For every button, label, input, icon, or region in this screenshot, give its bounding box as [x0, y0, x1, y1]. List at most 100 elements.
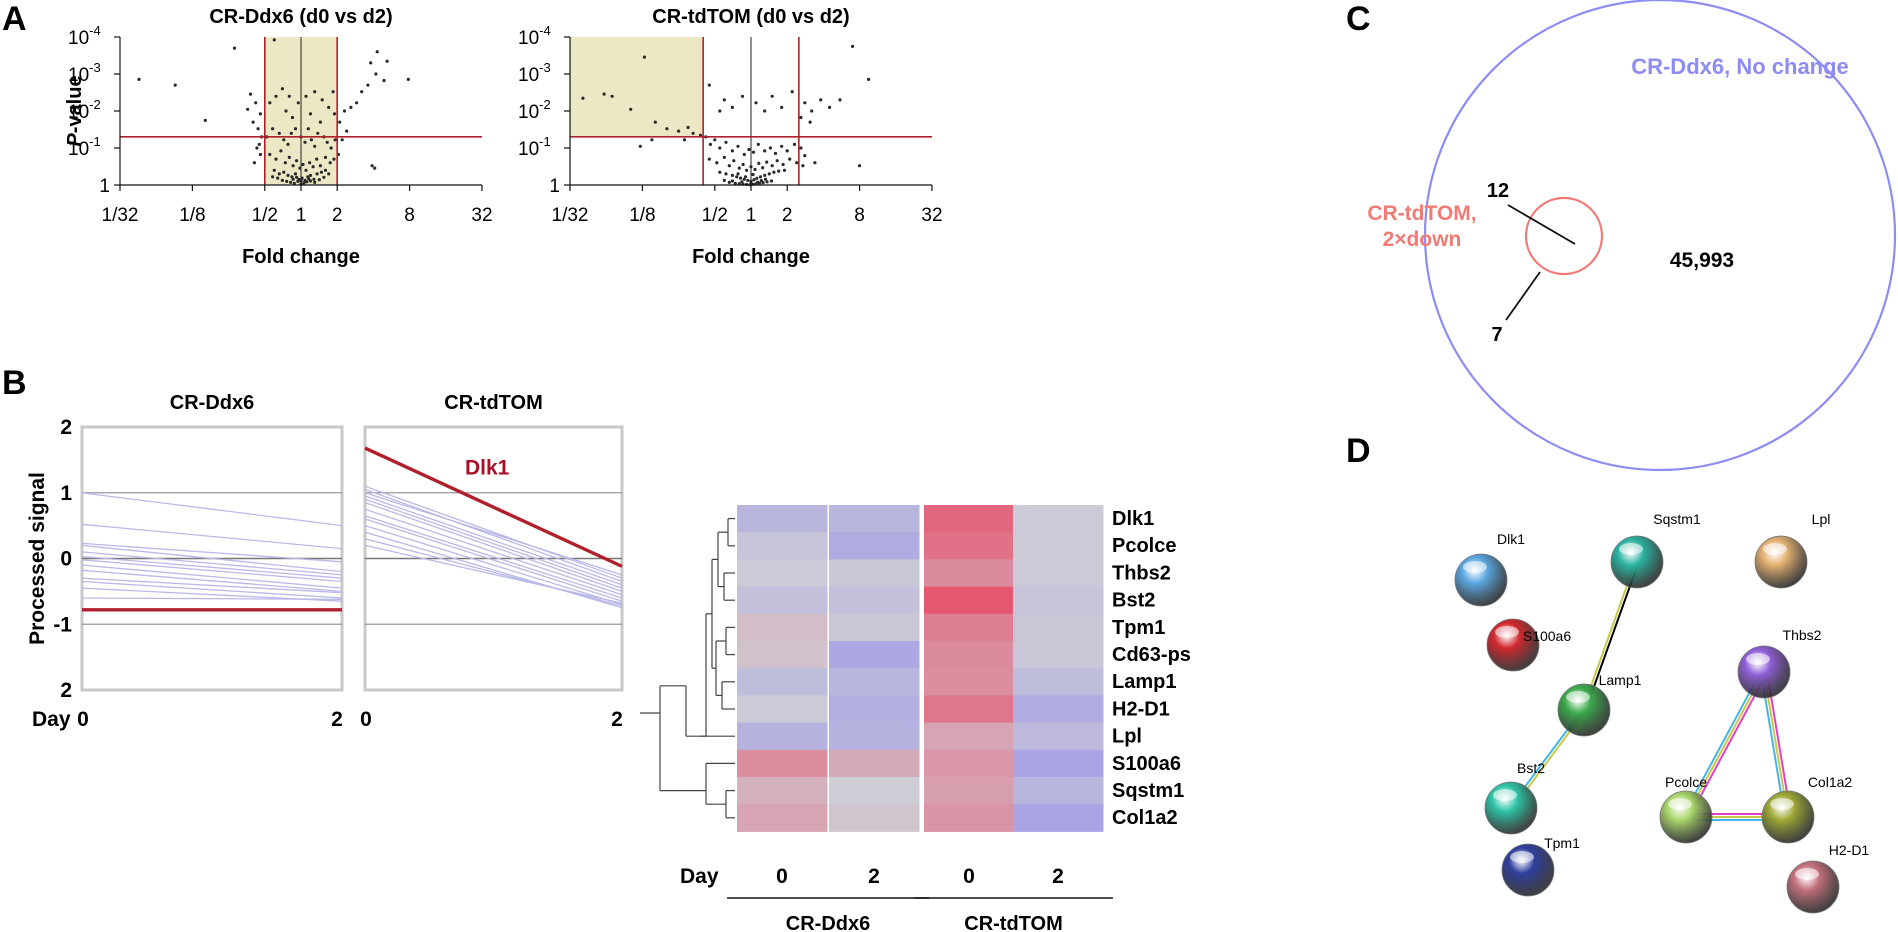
data-point [271, 175, 275, 179]
data-point [740, 180, 744, 184]
heatmap-cell [924, 505, 1015, 533]
y-tick-label: 10-2 [518, 97, 551, 123]
data-point [276, 176, 280, 180]
day-label: Day [680, 865, 719, 888]
data-point [718, 146, 722, 150]
data-point [724, 172, 728, 176]
heatmap-cell [924, 559, 1015, 588]
data-point [665, 127, 669, 131]
data-point [406, 77, 410, 81]
highlight-label: Dlk1 [465, 456, 510, 479]
series-line [81, 564, 343, 589]
x-tick-label: 1/32 [552, 205, 589, 226]
heatmap-cell [924, 749, 1015, 778]
data-point [851, 44, 855, 49]
heatmap-cell [829, 695, 920, 724]
x-tick-label: 1/2 [702, 205, 728, 226]
data-point [737, 166, 741, 170]
series-line [364, 544, 623, 604]
chart-title: CR-tdTOM (d0 vs d2) [652, 6, 849, 28]
heatmap-cell [737, 804, 828, 832]
data-point [610, 94, 614, 98]
heatmap-cell [829, 641, 920, 669]
series-line [81, 544, 343, 573]
heatmap-cell [737, 749, 828, 778]
y-tick-label: 10-4 [518, 23, 551, 49]
data-point [785, 149, 789, 153]
series-line [81, 523, 343, 550]
data-point [313, 90, 317, 94]
heatmap-cell [829, 613, 920, 642]
series-line [364, 498, 623, 589]
series-line [81, 551, 343, 576]
data-point [290, 175, 294, 179]
data-point [803, 101, 807, 105]
data-point [304, 168, 308, 172]
x-tick-label: 2 [782, 205, 793, 226]
x-tick-label: 1/32 [102, 205, 139, 226]
protein-node [1737, 645, 1791, 699]
heatmap-cell [1013, 559, 1104, 588]
data-point [325, 140, 329, 144]
node-label: S100a6 [1523, 628, 1571, 644]
gene-label: Bst2 [1112, 590, 1155, 612]
data-point [677, 129, 681, 133]
venn-circle-tdtom [1524, 196, 1604, 276]
data-point [757, 161, 761, 165]
node-label: H2-D1 [1829, 842, 1870, 858]
gene-label: Cd63-ps [1112, 644, 1191, 666]
data-point [254, 101, 258, 105]
y-tick-label: 1 [99, 176, 110, 197]
data-point [735, 175, 739, 179]
y-tick-label: 10-3 [518, 60, 551, 86]
data-point [741, 162, 745, 167]
data-point [730, 105, 735, 109]
y-tick-label: 1 [60, 482, 72, 505]
gene-label: Lamp1 [1112, 671, 1176, 693]
data-point [813, 161, 817, 165]
set-label-tdtom-line1: CR-tdTOM, [1367, 202, 1476, 225]
x-tick-label: 1 [296, 205, 307, 226]
data-point [736, 144, 740, 148]
data-point [769, 179, 774, 183]
protein-node [1754, 535, 1808, 589]
heatmap-cell [924, 777, 1015, 805]
series-line [364, 515, 623, 599]
y-axis-label: Processed signal [26, 472, 49, 645]
data-point [349, 105, 353, 109]
data-point [295, 175, 299, 179]
data-point [309, 138, 313, 142]
node-highlight [1493, 789, 1517, 801]
data-point [730, 179, 735, 183]
data-point [718, 109, 722, 113]
node-highlight [1463, 561, 1487, 573]
data-point [271, 127, 275, 131]
y-tick-label: 10-2 [68, 97, 101, 123]
data-point [308, 173, 313, 177]
heatmap-cell [1013, 613, 1104, 642]
data-point [382, 78, 386, 83]
data-point [289, 180, 293, 184]
heatmap-cell [829, 749, 920, 778]
y-tick-label: 10-1 [68, 134, 101, 160]
data-point [767, 172, 771, 176]
data-point [277, 131, 281, 135]
node-highlight [1770, 798, 1794, 810]
data-point [345, 129, 349, 133]
data-point [739, 176, 743, 180]
interaction-edge [1687, 672, 1768, 819]
data-point [374, 72, 378, 76]
protein-node [1659, 790, 1713, 844]
data-point [315, 172, 319, 176]
highlight-line-dlk1 [364, 446, 623, 568]
data-point [360, 90, 364, 94]
set-label-ddx6: CR-Ddx6, No change [1631, 54, 1849, 79]
x-tick-label: 8 [404, 205, 415, 226]
data-point [629, 107, 633, 111]
x-tick-label: 1/8 [629, 205, 655, 226]
data-point [730, 149, 735, 153]
heatmap-cell [737, 613, 828, 642]
data-point [304, 94, 308, 98]
heatmap-cell [737, 695, 828, 724]
